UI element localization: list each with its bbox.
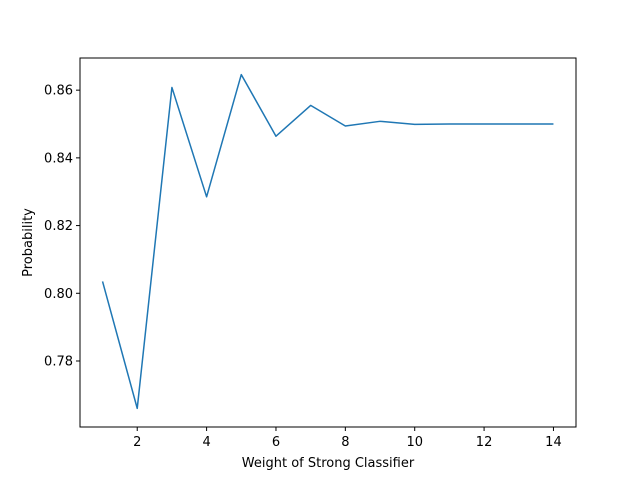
x-tick-label: 2 xyxy=(133,435,141,450)
x-tick-label: 4 xyxy=(202,435,210,450)
y-tick-label: 0.78 xyxy=(44,354,73,369)
x-tick-label: 12 xyxy=(476,435,493,450)
series-line-0 xyxy=(101,73,554,410)
y-axis-label: Probability xyxy=(21,208,36,277)
plot-frame xyxy=(79,57,577,428)
x-tick-label: 8 xyxy=(341,435,349,450)
y-tick-label: 0.80 xyxy=(44,287,73,302)
x-axis-label: Weight of Strong Classifier xyxy=(242,456,415,471)
y-tick-label: 0.82 xyxy=(44,219,73,234)
x-tick-label: 14 xyxy=(545,435,562,450)
y-tick-label: 0.86 xyxy=(44,84,73,99)
plot-area xyxy=(80,58,576,427)
y-tick-label: 0.84 xyxy=(44,151,73,166)
x-tick-label: 6 xyxy=(272,435,280,450)
x-tick-label: 10 xyxy=(406,435,423,450)
